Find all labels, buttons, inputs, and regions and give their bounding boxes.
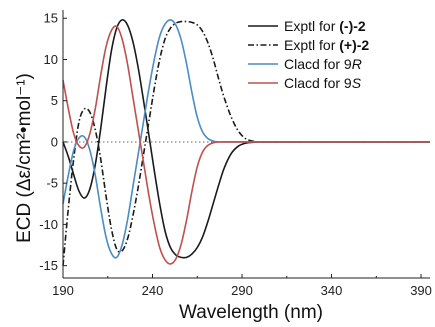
y-tick-label: -15	[39, 258, 58, 273]
x-axis-title: Wavelength (nm)	[179, 302, 323, 323]
x-tick-label: 240	[142, 283, 164, 298]
y-tick-label: 10	[44, 52, 58, 67]
series-line-1	[62, 19, 430, 259]
series-line-2	[62, 20, 430, 266]
y-axis-title: ECD (Δε/cm²•mol⁻¹)	[14, 73, 35, 243]
series-line-3	[62, 19, 430, 259]
x-tick-label: 340	[321, 283, 343, 298]
y-tick-label: 0	[51, 134, 58, 149]
x-tick-label: 190	[52, 283, 74, 298]
tick-layer: 190 240 290 340 390 15 10 5 0 -5 -10 -15	[39, 11, 432, 298]
legend-label-2: Exptl for (+)-2	[284, 37, 369, 53]
legend-label-1: Exptl for (-)-2	[284, 18, 366, 34]
y-tick-label: -10	[39, 217, 58, 232]
legend-label-3: Clacd for 9R	[284, 56, 362, 72]
axis-layer	[62, 10, 430, 279]
x-tick-label: 290	[231, 283, 253, 298]
legend: Exptl for (-)-2 Exptl for (+)-2 Clacd for …	[248, 18, 369, 91]
y-tick-label: -5	[46, 176, 58, 191]
x-tick-label: 390	[410, 283, 432, 298]
series-layer	[62, 19, 430, 266]
legend-label-4: Clacd for 9S	[284, 75, 362, 91]
y-tick-label: 15	[44, 11, 58, 26]
series-line-4	[62, 25, 430, 265]
y-tick-label: 5	[51, 93, 58, 108]
